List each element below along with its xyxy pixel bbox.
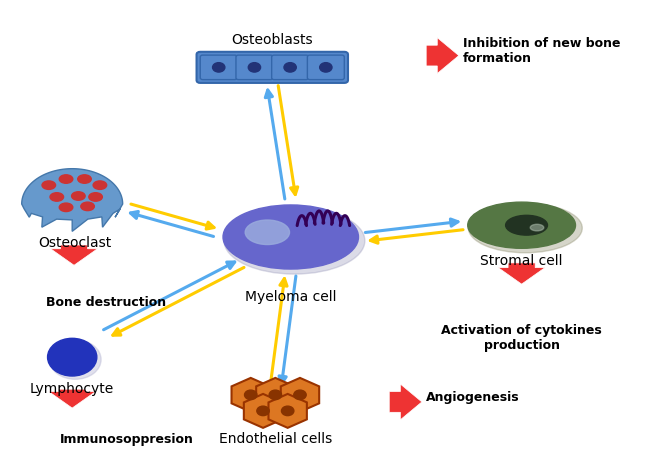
Circle shape: [269, 390, 281, 400]
Text: Bone destruction: Bone destruction: [46, 296, 166, 309]
Polygon shape: [426, 37, 459, 73]
Polygon shape: [21, 169, 123, 231]
Ellipse shape: [223, 205, 358, 269]
Text: Immunosoppresion: Immunosoppresion: [60, 433, 194, 446]
Ellipse shape: [506, 215, 547, 235]
Ellipse shape: [59, 203, 73, 211]
Polygon shape: [256, 378, 294, 412]
Polygon shape: [389, 384, 422, 420]
Polygon shape: [281, 378, 319, 412]
Text: Activation of cytokines
production: Activation of cytokines production: [441, 324, 602, 352]
Text: Angiogenesis: Angiogenesis: [426, 391, 520, 404]
Polygon shape: [499, 263, 545, 284]
Ellipse shape: [320, 63, 332, 72]
Text: Stromal cell: Stromal cell: [480, 255, 563, 268]
Text: Lymphocyte: Lymphocyte: [30, 382, 114, 396]
Ellipse shape: [93, 181, 107, 190]
Text: Osteoblasts: Osteoblasts: [231, 33, 313, 46]
Text: Endothelial cells: Endothelial cells: [219, 432, 332, 446]
Text: Myeloma cell: Myeloma cell: [245, 290, 337, 304]
FancyBboxPatch shape: [236, 55, 273, 80]
Ellipse shape: [284, 63, 296, 72]
Polygon shape: [268, 394, 307, 428]
Polygon shape: [231, 378, 270, 412]
Ellipse shape: [213, 63, 225, 72]
Ellipse shape: [468, 202, 575, 248]
Text: Osteoclast: Osteoclast: [38, 236, 112, 250]
Ellipse shape: [248, 63, 261, 72]
Ellipse shape: [530, 224, 544, 231]
Circle shape: [49, 340, 101, 379]
Polygon shape: [49, 389, 96, 408]
Ellipse shape: [224, 208, 365, 274]
Ellipse shape: [81, 202, 94, 210]
Circle shape: [257, 406, 269, 416]
FancyBboxPatch shape: [307, 55, 344, 80]
Ellipse shape: [72, 192, 85, 200]
Ellipse shape: [89, 193, 102, 201]
Ellipse shape: [469, 203, 582, 253]
Text: Inhibition of new bone
formation: Inhibition of new bone formation: [463, 37, 621, 65]
Ellipse shape: [245, 220, 289, 245]
Circle shape: [244, 390, 257, 400]
Ellipse shape: [78, 175, 91, 183]
Ellipse shape: [50, 193, 64, 201]
Polygon shape: [51, 245, 98, 265]
Circle shape: [47, 338, 97, 376]
FancyBboxPatch shape: [272, 55, 309, 80]
Circle shape: [281, 406, 294, 416]
FancyBboxPatch shape: [196, 52, 348, 83]
Circle shape: [294, 390, 306, 400]
Ellipse shape: [59, 175, 73, 183]
Ellipse shape: [42, 181, 55, 190]
FancyBboxPatch shape: [200, 55, 237, 80]
Polygon shape: [244, 394, 282, 428]
